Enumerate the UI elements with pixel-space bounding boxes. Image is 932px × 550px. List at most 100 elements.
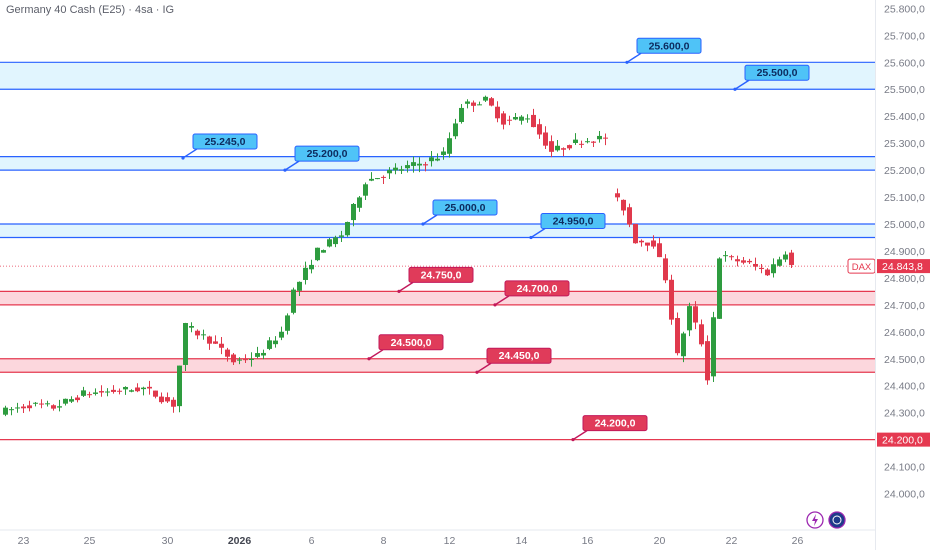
price-tag-box[interactable] bbox=[408, 266, 474, 283]
candle-body bbox=[639, 240, 644, 243]
price-tag-box[interactable] bbox=[504, 280, 570, 297]
candle-body bbox=[21, 406, 26, 409]
candle-body bbox=[735, 259, 740, 262]
candle-body bbox=[453, 123, 458, 137]
price-tag-box[interactable] bbox=[636, 37, 702, 54]
candle-body bbox=[279, 331, 284, 338]
candle-body bbox=[717, 258, 722, 319]
candle-body bbox=[87, 394, 92, 396]
candle-body bbox=[333, 237, 338, 245]
price-tag-box[interactable] bbox=[378, 334, 444, 351]
candle-body bbox=[255, 353, 260, 357]
price-tag-anchor bbox=[529, 235, 533, 240]
candle-body bbox=[411, 162, 416, 166]
price-tag-label: 25.600,0 bbox=[649, 40, 690, 52]
price-tag-pointer bbox=[284, 160, 300, 171]
price-tag-box[interactable] bbox=[192, 133, 258, 150]
price-axis-tick: 25.800,0 bbox=[884, 3, 925, 15]
candle-body bbox=[657, 243, 662, 258]
candle-body bbox=[549, 141, 554, 152]
candle-body bbox=[585, 141, 590, 143]
candle-body bbox=[693, 306, 698, 323]
price-tag-box[interactable] bbox=[540, 212, 606, 229]
candle-body bbox=[165, 397, 170, 402]
time-axis-tick: 2026 bbox=[228, 535, 252, 547]
candle-body bbox=[321, 250, 326, 253]
price-axis[interactable] bbox=[876, 0, 932, 550]
price-axis-tick: 24.100,0 bbox=[884, 462, 925, 474]
lightning-glyph bbox=[812, 514, 818, 526]
globe-icon[interactable] bbox=[828, 511, 846, 529]
candle-body bbox=[423, 164, 428, 166]
support-line-tag-label: 24.200,0 bbox=[882, 435, 923, 447]
price-tag-label: 24.500,0 bbox=[391, 337, 432, 349]
time-axis-tick: 12 bbox=[444, 535, 456, 547]
price-tag-box[interactable] bbox=[486, 347, 552, 364]
price-tag-box[interactable] bbox=[294, 145, 360, 162]
candle-body bbox=[525, 118, 530, 120]
price-axis-tick: 24.800,0 bbox=[884, 273, 925, 285]
price-tag-anchor bbox=[733, 87, 737, 91]
candle-body bbox=[555, 145, 560, 151]
candle-body bbox=[729, 256, 734, 258]
zone-blue bbox=[0, 224, 875, 238]
candle-body bbox=[219, 343, 224, 348]
candle-body bbox=[399, 169, 404, 171]
time-axis-tick: 30 bbox=[162, 535, 174, 547]
price-tag-anchor bbox=[397, 289, 401, 293]
price-tag-box[interactable] bbox=[432, 199, 498, 216]
candle-body bbox=[519, 116, 524, 121]
price-axis-tick: 24.400,0 bbox=[884, 381, 925, 393]
candle-body bbox=[447, 138, 452, 154]
candle-body bbox=[513, 117, 518, 120]
candle-body bbox=[39, 403, 44, 405]
candle-body bbox=[207, 336, 212, 344]
candle-body bbox=[429, 157, 434, 162]
price-axis-tick: 24.600,0 bbox=[884, 327, 925, 339]
price-tag-label: 24.450,0 bbox=[499, 350, 540, 362]
last-price-tag bbox=[877, 259, 930, 274]
candle-body bbox=[135, 387, 140, 392]
zone-red bbox=[0, 291, 875, 305]
price-tag-label: 25.500,0 bbox=[757, 67, 798, 79]
candle-body bbox=[441, 151, 446, 155]
candle-body bbox=[111, 389, 116, 392]
candle-body bbox=[651, 240, 656, 247]
price-tag-pointer bbox=[530, 227, 546, 239]
zone-blue bbox=[0, 156, 875, 171]
time-axis-tick: 22 bbox=[726, 535, 738, 547]
candle-body bbox=[435, 158, 440, 161]
candle-body bbox=[765, 269, 770, 276]
candle-body bbox=[33, 402, 38, 404]
candle-body bbox=[597, 135, 602, 140]
candle-body bbox=[243, 359, 248, 361]
candle-body bbox=[483, 96, 488, 101]
candle-body bbox=[771, 264, 776, 274]
candle-body bbox=[339, 235, 344, 237]
price-tag-pointer bbox=[626, 52, 642, 63]
time-axis-tick: 23 bbox=[18, 535, 30, 547]
price-tag-box[interactable] bbox=[744, 64, 810, 81]
time-axis-tick: 20 bbox=[654, 535, 666, 547]
price-axis-border bbox=[875, 0, 876, 550]
zone-blue bbox=[0, 62, 875, 90]
candle-body bbox=[291, 289, 296, 313]
candle-body bbox=[213, 341, 218, 344]
price-tag-box[interactable] bbox=[582, 415, 648, 432]
candle-body bbox=[171, 399, 176, 407]
candle-body bbox=[405, 165, 410, 169]
candle-body bbox=[141, 387, 146, 390]
candle-body bbox=[789, 252, 794, 265]
candle-body bbox=[3, 407, 8, 415]
candle-body bbox=[69, 399, 74, 402]
last-price-label: 24.843,8 bbox=[882, 261, 923, 273]
candle-body bbox=[459, 107, 464, 123]
candle-body bbox=[159, 396, 164, 403]
candle-body bbox=[615, 193, 620, 198]
candle-body bbox=[327, 239, 332, 247]
zone-red bbox=[0, 358, 875, 373]
candle-body bbox=[507, 119, 512, 121]
price-tag-pointer bbox=[476, 362, 492, 373]
time-axis-tick: 25 bbox=[84, 535, 96, 547]
